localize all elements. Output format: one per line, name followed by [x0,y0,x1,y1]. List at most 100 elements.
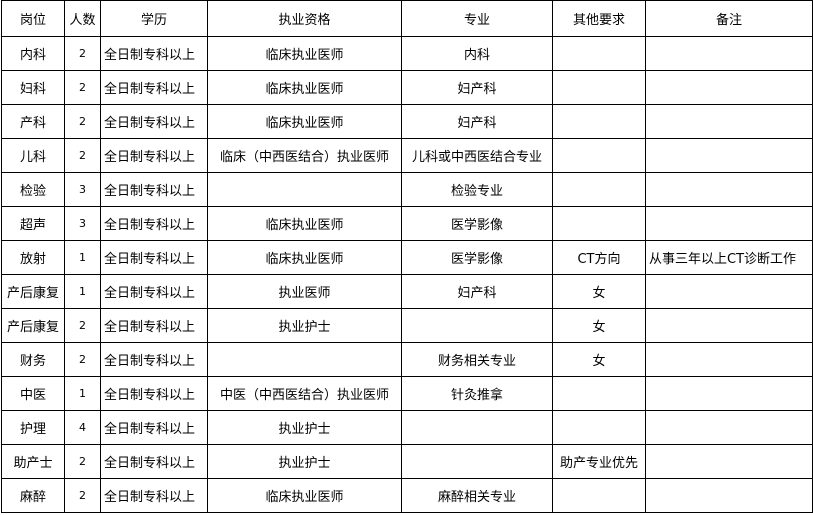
major-cell [401,308,553,343]
post-cell: 产后康复 [1,274,65,309]
education-cell: 全日制专科以上 [100,308,208,343]
table-row: 中医 1 全日制专科以上 中医（中西医结合）执业医师 针灸推拿 [1,376,813,411]
qualification-cell: 临床执业医师 [207,478,402,513]
other-requirements-cell [552,70,646,105]
post-cell: 财务 [1,342,65,377]
other-requirements-cell [552,206,646,241]
major-cell: 妇产科 [401,104,553,139]
post-cell: 妇科 [1,70,65,105]
education-cell: 全日制专科以上 [100,410,208,445]
note-cell [645,410,813,445]
post-cell: 放射 [1,240,65,275]
qualification-cell: 临床执业医师 [207,240,402,275]
post-cell: 内科 [1,36,65,71]
note-cell [645,36,813,71]
note-cell [645,444,813,479]
other-requirements-cell [552,138,646,173]
count-cell: 2 [64,478,101,513]
other-requirements-cell [552,36,646,71]
post-cell: 检验 [1,172,65,207]
table-row: 财务 2 全日制专科以上 财务相关专业女 [1,342,813,377]
note-cell [645,70,813,105]
note-cell [645,172,813,207]
education-cell: 全日制专科以上 [100,240,208,275]
note-cell [645,376,813,411]
header-row: 岗位 人数 学历 执业资格 专业 其他要求 备注 [1,0,813,37]
qualification-cell: 临床执业医师 [207,206,402,241]
count-cell: 1 [64,274,101,309]
other-requirements-cell: 助产专业优先 [552,444,646,479]
table-row: 护理 4 全日制专科以上 执业护士 [1,410,813,445]
note-cell [645,274,813,309]
count-cell: 4 [64,410,101,445]
count-cell: 3 [64,206,101,241]
major-cell: 妇产科 [401,274,553,309]
post-cell: 中医 [1,376,65,411]
table-row: 检验 3 全日制专科以上 检验专业 [1,172,813,207]
post-cell: 助产士 [1,444,65,479]
note-cell [645,138,813,173]
note-cell [645,478,813,513]
major-cell: 财务相关专业 [401,342,553,377]
table-row: 内科 2 全日制专科以上 临床执业医师 内科 [1,36,813,71]
other-requirements-cell [552,410,646,445]
education-cell: 全日制专科以上 [100,478,208,513]
major-cell: 内科 [401,36,553,71]
post-cell: 产科 [1,104,65,139]
count-cell: 2 [64,70,101,105]
post-cell: 麻醉 [1,478,65,513]
table-row: 产后康复 2 全日制专科以上 执业护士 女 [1,308,813,343]
count-cell: 2 [64,104,101,139]
other-requirements-cell [552,478,646,513]
count-cell: 1 [64,376,101,411]
table-row: 超声 3 全日制专科以上 临床执业医师 医学影像 [1,206,813,241]
post-cell: 护理 [1,410,65,445]
count-cell: 2 [64,308,101,343]
major-cell: 医学影像 [401,206,553,241]
major-cell: 针灸推拿 [401,376,553,411]
note-cell [645,342,813,377]
note-cell [645,308,813,343]
note-cell [645,104,813,139]
count-cell: 1 [64,240,101,275]
other-requirements-cell: 女 [552,308,646,343]
table-row: 产科 2 全日制专科以上 临床执业医师 妇产科 [1,104,813,139]
count-cell: 2 [64,342,101,377]
education-cell: 全日制专科以上 [100,376,208,411]
qualification-cell: 执业护士 [207,444,402,479]
education-cell: 全日制专科以上 [100,70,208,105]
post-cell: 超声 [1,206,65,241]
qualification-cell: 中医（中西医结合）执业医师 [207,376,402,411]
other-requirements-cell [552,172,646,207]
count-cell: 2 [64,138,101,173]
count-cell: 2 [64,444,101,479]
post-cell: 儿科 [1,138,65,173]
note-cell: 从事三年以上CT诊断工作 [645,240,813,275]
education-cell: 全日制专科以上 [100,138,208,173]
other-requirements-cell [552,376,646,411]
education-cell: 全日制专科以上 [100,342,208,377]
major-cell: 妇产科 [401,70,553,105]
education-cell: 全日制专科以上 [100,104,208,139]
education-cell: 全日制专科以上 [100,274,208,309]
header-qualification: 执业资格 [207,0,402,37]
post-cell: 产后康复 [1,308,65,343]
table-row: 麻醉 2 全日制专科以上 临床执业医师 麻醉相关专业 [1,478,813,513]
education-cell: 全日制专科以上 [100,206,208,241]
qualification-cell: 临床执业医师 [207,70,402,105]
other-requirements-cell: CT方向 [552,240,646,275]
count-cell: 3 [64,172,101,207]
header-count: 人数 [64,0,101,37]
note-cell [645,206,813,241]
major-cell: 儿科或中西医结合专业 [401,138,553,173]
qualification-cell [207,172,402,207]
major-cell: 医学影像 [401,240,553,275]
header-post: 岗位 [1,0,65,37]
other-requirements-cell [552,104,646,139]
header-education: 学历 [100,0,208,37]
header-major: 专业 [401,0,553,37]
qualification-cell: 临床执业医师 [207,36,402,71]
qualification-cell: 执业护士 [207,410,402,445]
table-row: 儿科 2 全日制专科以上 临床（中西医结合）执业医师 儿科或中西医结合专业 [1,138,813,173]
